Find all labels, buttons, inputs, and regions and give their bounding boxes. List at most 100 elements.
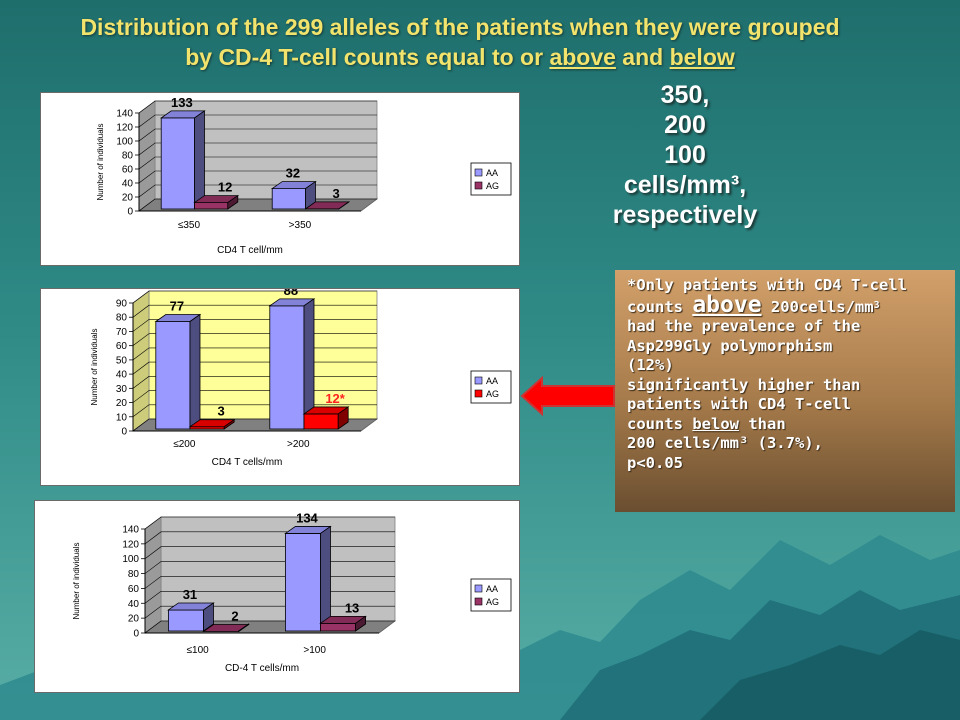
- data-label: 134: [296, 510, 318, 525]
- bar-ag: [303, 413, 339, 430]
- title-line-2: by CD-4 T-cell counts equal to or above …: [0, 42, 920, 72]
- y-tick-label: 140: [116, 109, 133, 120]
- legend-swatch: [474, 597, 483, 606]
- data-label: 2: [231, 609, 238, 624]
- bar-side: [194, 110, 205, 210]
- data-label: 12: [218, 180, 232, 195]
- note-than: than: [739, 414, 786, 433]
- data-label: 133: [171, 95, 193, 110]
- note-line-7: patients with CD4 T-cell: [627, 395, 851, 413]
- title-below: below: [669, 44, 735, 70]
- threshold-350: 350,: [660, 81, 710, 109]
- threshold-200: 200: [664, 111, 706, 139]
- threshold-unit: cells/mm³,: [623, 171, 747, 199]
- legend: AA AG: [470, 578, 512, 612]
- x-axis-label: CD-4 T cells/mm: [225, 663, 299, 674]
- bar-side: [203, 602, 214, 632]
- y-axis-label: Number of individuals: [72, 543, 81, 620]
- chart-100: 0 20 40 60 80 100 120 140 31 2 ≤100 134 13 >100 CD-4 T…: [72, 510, 512, 674]
- gridline: [138, 170, 377, 184]
- legend: AA AG: [470, 370, 512, 404]
- y-tick-label: 100: [116, 137, 133, 148]
- data-label: 77: [170, 298, 184, 313]
- category-label: >200: [287, 439, 310, 450]
- note-above: above: [692, 291, 762, 318]
- threshold-list: 350, 200 100 cells/mm³, respectively: [560, 80, 810, 230]
- gridline: [138, 142, 377, 156]
- y-tick-label: 120: [122, 539, 139, 550]
- chart-panel-200: 0 10 20 30 40 50 60 70 80 90 77 3 ≤200 88 12* >200 CD4 T…: [40, 288, 520, 486]
- bar-side: [238, 623, 250, 633]
- bar-aa: [269, 305, 305, 430]
- y-tick-label: 30: [116, 384, 128, 395]
- bar-aa: [167, 609, 204, 632]
- data-label: 88: [284, 289, 298, 298]
- legend-label: AA: [486, 584, 498, 594]
- category-label: >100: [303, 645, 326, 656]
- bar-aa: [284, 533, 321, 632]
- legend-label: AG: [486, 389, 499, 399]
- legend-box: [470, 162, 512, 196]
- y-tick-label: 40: [116, 370, 128, 381]
- y-tick-label: 20: [128, 614, 140, 625]
- y-tick-label: 80: [122, 151, 134, 162]
- title-above: above: [549, 44, 616, 70]
- title-line-1: Distribution of the 299 alleles of the p…: [80, 14, 840, 40]
- y-tick-label: 140: [122, 525, 139, 536]
- chart-panel-100: 0 20 40 60 80 100 120 140 31 2 ≤100 134 13 >100 CD-4 T…: [34, 500, 520, 693]
- x-axis-label: CD4 T cells/mm: [212, 457, 283, 468]
- gridline: [138, 156, 377, 170]
- y-tick-label: 100: [122, 554, 139, 565]
- legend-label: AG: [486, 181, 499, 191]
- note-sup: 3: [873, 299, 880, 311]
- gridline: [138, 114, 377, 128]
- legend-box: [470, 370, 512, 404]
- y-tick-label: 40: [128, 599, 140, 610]
- y-tick-label: 10: [116, 412, 128, 423]
- y-tick-label: 20: [122, 193, 134, 204]
- note-line-2: counts above 200cells/mm3: [627, 293, 949, 318]
- data-label: 31: [183, 587, 197, 602]
- legend: AA AG: [470, 162, 512, 196]
- threshold-100: 100: [664, 141, 706, 169]
- legend-swatch: [474, 389, 483, 398]
- significance-note: *Only patients with CD4 T-cell counts ab…: [615, 270, 955, 512]
- title-line-2-prefix: by CD-4 T-cell counts equal to or: [185, 44, 550, 70]
- y-axis-label: Number of individuals: [96, 124, 105, 201]
- legend-swatch: [474, 376, 483, 385]
- legend-swatch: [474, 584, 483, 593]
- side-wall: [138, 100, 156, 212]
- slide-title: Distribution of the 299 alleles of the p…: [0, 12, 920, 72]
- note-line-10: p<0.05: [627, 453, 683, 472]
- gridline: [138, 100, 377, 114]
- data-label: 3: [333, 186, 340, 201]
- legend-label: AA: [486, 376, 498, 386]
- y-tick-label: 80: [116, 313, 128, 324]
- category-label: ≤350: [178, 220, 201, 231]
- chart-200: 0 10 20 30 40 50 60 70 80 90 77 3 ≤200 88 12* >200 CD4 T…: [90, 289, 512, 468]
- side-wall: [132, 290, 150, 432]
- y-tick-label: 90: [116, 299, 128, 310]
- data-label: 32: [286, 166, 300, 181]
- y-tick-label: 0: [133, 629, 139, 640]
- y-tick-label: 60: [128, 584, 140, 595]
- bar-side: [320, 525, 331, 632]
- category-label: ≤100: [187, 645, 210, 656]
- side-wall: [144, 516, 162, 634]
- data-label: 3: [217, 404, 224, 419]
- note-counts: counts: [627, 297, 693, 316]
- y-axis-label: Number of individuals: [90, 329, 99, 406]
- bar-aa: [155, 321, 191, 430]
- bar-side: [189, 313, 201, 430]
- threshold-respectively: respectively: [612, 201, 758, 229]
- y-tick-label: 60: [116, 341, 128, 352]
- note-counts-2: counts: [627, 414, 693, 433]
- bar-ag: [194, 202, 229, 210]
- left-arrow-icon: [520, 375, 615, 417]
- gridline: [138, 128, 377, 142]
- y-tick-label: 20: [116, 398, 128, 409]
- gridline: [144, 516, 395, 530]
- gridline: [132, 290, 377, 304]
- legend-swatch: [474, 181, 483, 190]
- bar-ag: [320, 622, 356, 632]
